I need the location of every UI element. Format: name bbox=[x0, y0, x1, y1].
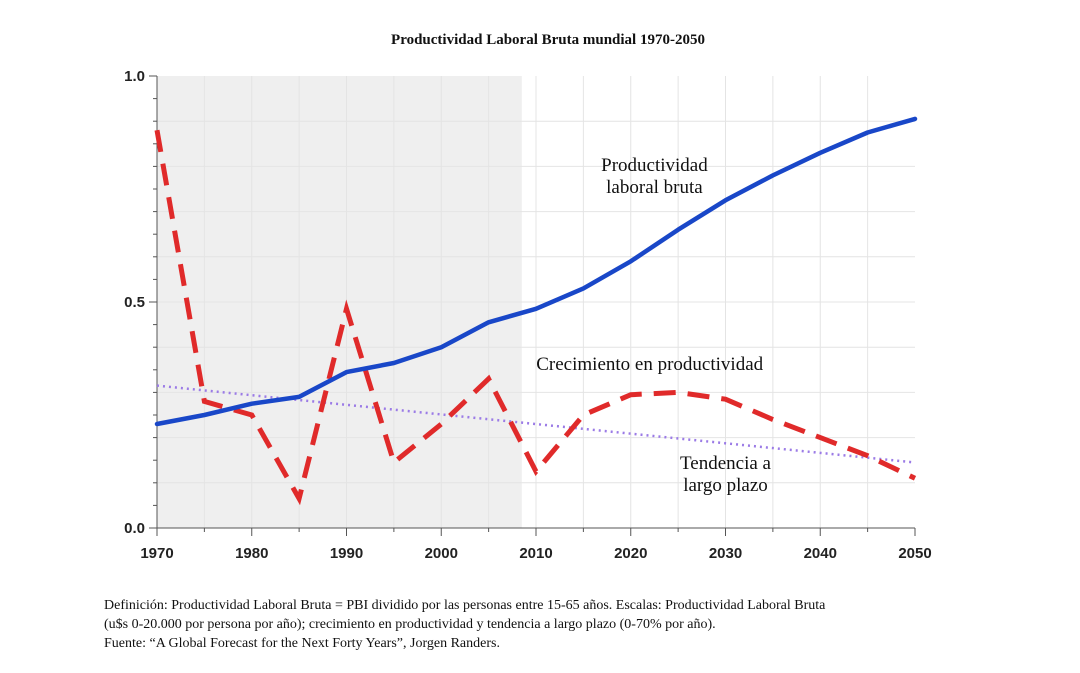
annotation-line: Crecimiento en productividad bbox=[536, 354, 763, 375]
x-tick-label: 1980 bbox=[235, 545, 268, 562]
annotation-line: laboral bruta bbox=[606, 177, 703, 198]
series-annotation: Tendencia a largo plazo bbox=[680, 453, 772, 496]
x-tick-label: 2020 bbox=[614, 545, 647, 562]
x-tick-label: 2000 bbox=[425, 545, 458, 562]
y-tick-label: 1.0 bbox=[124, 68, 145, 85]
series-line-crecimiento-en-productividad bbox=[154, 129, 917, 506]
chart-title: Productividad Laboral Bruta mundial 1970… bbox=[391, 32, 705, 48]
annotation-line: largo plazo bbox=[683, 475, 768, 496]
footnote-definition: Definición: Productividad Laboral Bruta … bbox=[104, 598, 826, 613]
y-tick-label: 0.0 bbox=[124, 520, 145, 537]
series-annotation: Productividad laboral bruta bbox=[601, 155, 708, 198]
x-tick-label: 2050 bbox=[898, 545, 931, 562]
series-annotation: Crecimiento en productividad bbox=[536, 354, 763, 375]
x-tick-label: 1990 bbox=[330, 545, 363, 562]
series-line-productividad-laboral-bruta bbox=[154, 116, 918, 427]
x-tick-label: 2030 bbox=[709, 545, 742, 562]
x-tick-label: 1970 bbox=[140, 545, 173, 562]
chart-footnote: Definición: Productividad Laboral Bruta … bbox=[104, 596, 984, 653]
x-tick-label: 2040 bbox=[804, 545, 837, 562]
annotation-line: Productividad bbox=[601, 155, 708, 176]
footnote-scales: (u$s 0-20.000 por persona por año); crec… bbox=[104, 617, 716, 632]
x-tick-label: 2010 bbox=[519, 545, 552, 562]
line-chart: 1970 1980 1990 2000 2010 2020 2030 2040 2050 0.0 0… bbox=[124, 68, 932, 562]
footnote-source: Fuente: “A Global Forecast for the Next … bbox=[104, 636, 500, 651]
annotation-line: Tendencia a bbox=[680, 453, 772, 474]
y-tick-label: 0.5 bbox=[124, 294, 145, 311]
